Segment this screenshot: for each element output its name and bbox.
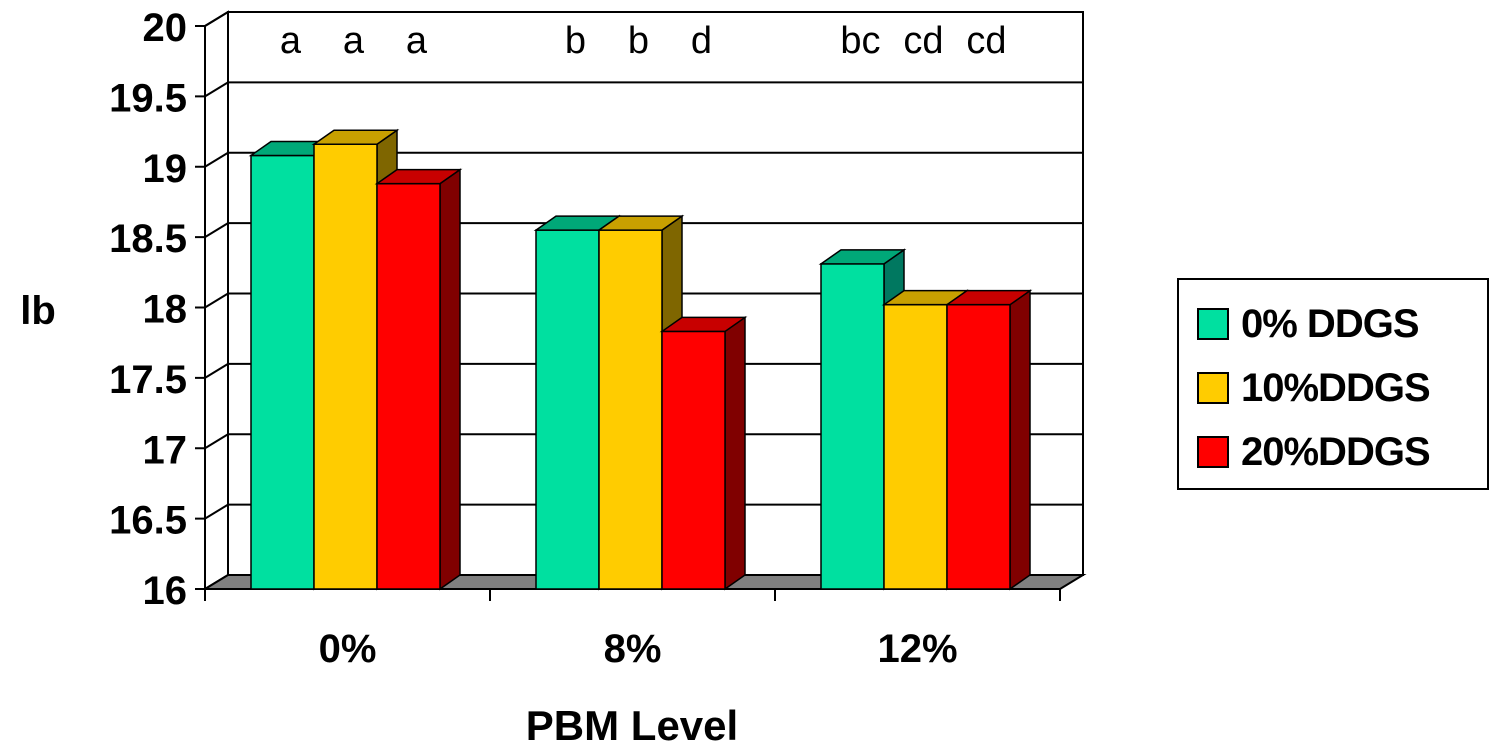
y-tick-label: 16.5: [109, 499, 187, 543]
bars: [248, 128, 1033, 591]
gridline-side: [204, 363, 229, 379]
significance-letter: a: [343, 20, 365, 62]
bar-top: [311, 129, 400, 145]
bar-top: [374, 168, 463, 185]
bar-top: [596, 215, 685, 231]
legend-label: 10%DDGS: [1241, 366, 1431, 410]
y-tick-labels: 16 16.5 17 17.5 18 18.5 19 19.5 20: [109, 6, 187, 613]
gridline-side: [204, 222, 229, 238]
bar-side: [1009, 289, 1031, 591]
bar-top: [818, 249, 907, 265]
y-tick-label: 20: [143, 6, 188, 50]
y-tick-label: 19.5: [109, 76, 187, 120]
gridline-side: [204, 11, 229, 27]
significance-letter: b: [628, 20, 649, 62]
legend-label: 0% DDGS: [1241, 302, 1419, 346]
bar: [883, 303, 948, 590]
legend-swatch: [1197, 308, 1229, 340]
significance-letter: d: [691, 20, 712, 62]
y-tick-label: 16: [143, 569, 188, 613]
significance-letter: cd: [966, 20, 1006, 62]
bar: [535, 229, 600, 590]
y-tick-label: 18.5: [109, 217, 187, 261]
bar: [661, 330, 726, 590]
y-tick-label: 18: [143, 288, 188, 332]
bar: [376, 182, 441, 590]
bar-top: [944, 289, 1033, 306]
bar: [598, 229, 663, 590]
y-tick-label: 19: [143, 147, 188, 191]
significance-letters: a a a b b d bc cd cd: [280, 20, 1007, 62]
bar-top: [659, 316, 748, 333]
y-tick-label: 17: [143, 428, 188, 472]
y-tick-label: 17.5: [109, 358, 187, 402]
legend-label: 20%DDGS: [1241, 430, 1431, 474]
legend-swatch: [1197, 372, 1229, 404]
gridline-side: [204, 503, 229, 520]
bar-side: [724, 315, 746, 591]
bar-side: [439, 168, 461, 591]
significance-letter: bc: [840, 20, 880, 62]
y-axis-label: lb: [20, 289, 56, 333]
x-tick-label: 0%: [319, 627, 377, 671]
x-axis-label: PBM Level: [526, 702, 738, 747]
x-tick-labels: 0% 8% 12%: [319, 627, 958, 671]
significance-letter: cd: [903, 20, 943, 62]
bar: [250, 154, 315, 590]
x-tick-label: 12%: [877, 627, 957, 671]
significance-letter: b: [565, 20, 586, 62]
gridline-side: [204, 151, 229, 168]
x-tick-label: 8%: [604, 627, 662, 671]
bar: [820, 263, 885, 590]
bar: [946, 303, 1011, 590]
legend-swatch: [1197, 436, 1229, 468]
gridline-side: [204, 81, 229, 98]
gridline-side: [204, 292, 229, 309]
significance-letter: a: [406, 20, 428, 62]
significance-letter: a: [280, 20, 302, 62]
gridline-side: [204, 433, 229, 450]
legend: 0% DDGS 10%DDGS 20%DDGS: [1177, 278, 1489, 490]
bar: [313, 143, 378, 590]
